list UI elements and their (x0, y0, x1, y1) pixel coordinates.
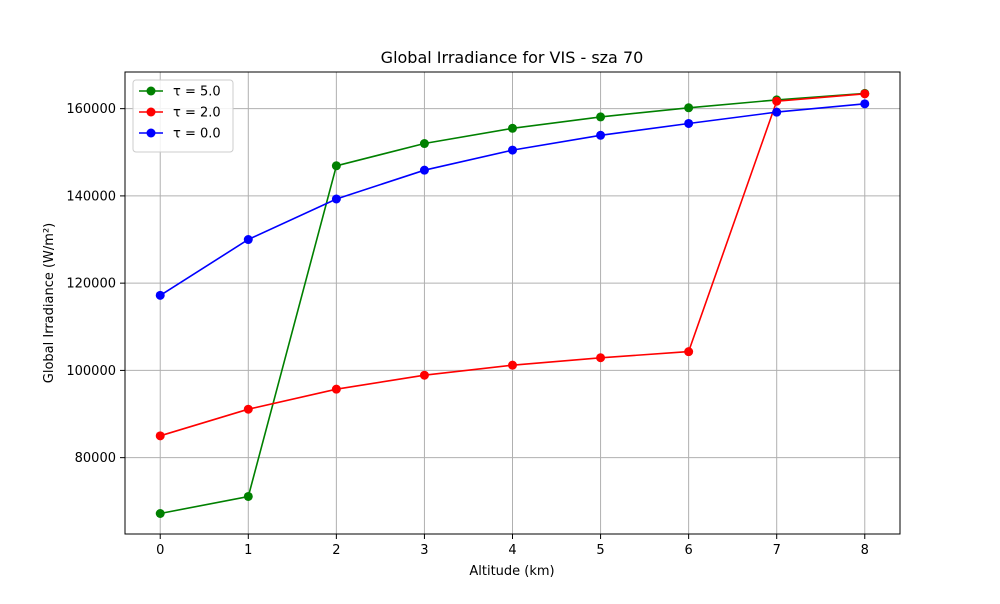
x-tick-label: 1 (244, 543, 252, 558)
x-axis-label: Altitude (km) (469, 564, 554, 579)
y-tick-label: 120000 (66, 277, 116, 292)
series-2 (155, 99, 870, 300)
data-point (772, 96, 782, 106)
y-tick-label: 140000 (66, 189, 116, 204)
data-point (684, 103, 694, 113)
x-tick-label: 3 (420, 543, 428, 558)
data-point (419, 165, 429, 175)
data-point (772, 107, 782, 117)
data-point (155, 290, 165, 300)
y-tick-label: 160000 (66, 102, 116, 117)
x-tick-label: 7 (773, 543, 781, 558)
data-point (684, 347, 694, 357)
y-tick-label: 80000 (75, 451, 116, 466)
legend-box (132, 79, 234, 153)
data-point (508, 123, 517, 133)
x-tick-label: 6 (684, 543, 692, 558)
legend-item: τ = 2.0 (139, 106, 221, 121)
y-axis-label: Global Irradiance (W/m²) (42, 223, 57, 383)
x-tick-label: 0 (156, 543, 164, 558)
data-point (860, 89, 870, 99)
legend-label: τ = 0.0 (173, 127, 221, 142)
data-point (155, 508, 165, 518)
axes: 0 1 2 3 4 5 6 7 8 80000 100000 120000 140000 160000 (66, 102, 869, 558)
data-point (243, 404, 253, 414)
x-tick-label: 4 (508, 543, 516, 558)
data-point (596, 130, 606, 140)
x-tick-label: 5 (596, 543, 604, 558)
data-point (331, 384, 341, 394)
data-point (419, 139, 429, 149)
data-point (155, 431, 165, 441)
legend-label: τ = 5.0 (173, 85, 221, 100)
legend-item: τ = 0.0 (139, 127, 221, 142)
x-tick-label: 2 (332, 543, 340, 558)
legend-marker-swatch (146, 86, 156, 96)
data-point (508, 360, 517, 370)
data-point (860, 99, 870, 109)
legend-label: τ = 2.0 (173, 106, 221, 121)
data-point (684, 118, 694, 128)
legend-item: τ = 5.0 (139, 85, 221, 100)
data-point (596, 112, 606, 122)
data-point (243, 235, 253, 245)
data-point (419, 370, 429, 380)
series-1 (155, 89, 870, 441)
legend-marker-swatch (146, 107, 156, 117)
legend-marker-swatch (146, 128, 156, 138)
data-point (331, 194, 341, 204)
x-tick-label: 8 (861, 543, 869, 558)
data-point (508, 145, 517, 155)
data-point (331, 161, 341, 171)
series-group (155, 88, 870, 518)
data-point (243, 491, 253, 501)
chart-title: Global Irradiance for VIS - sza 70 (381, 48, 644, 67)
grid-lines (125, 72, 900, 534)
legend: τ = 5.0 τ = 2.0 τ = 0.0 (132, 79, 234, 153)
data-point (596, 353, 606, 363)
y-tick-label: 100000 (66, 364, 116, 379)
